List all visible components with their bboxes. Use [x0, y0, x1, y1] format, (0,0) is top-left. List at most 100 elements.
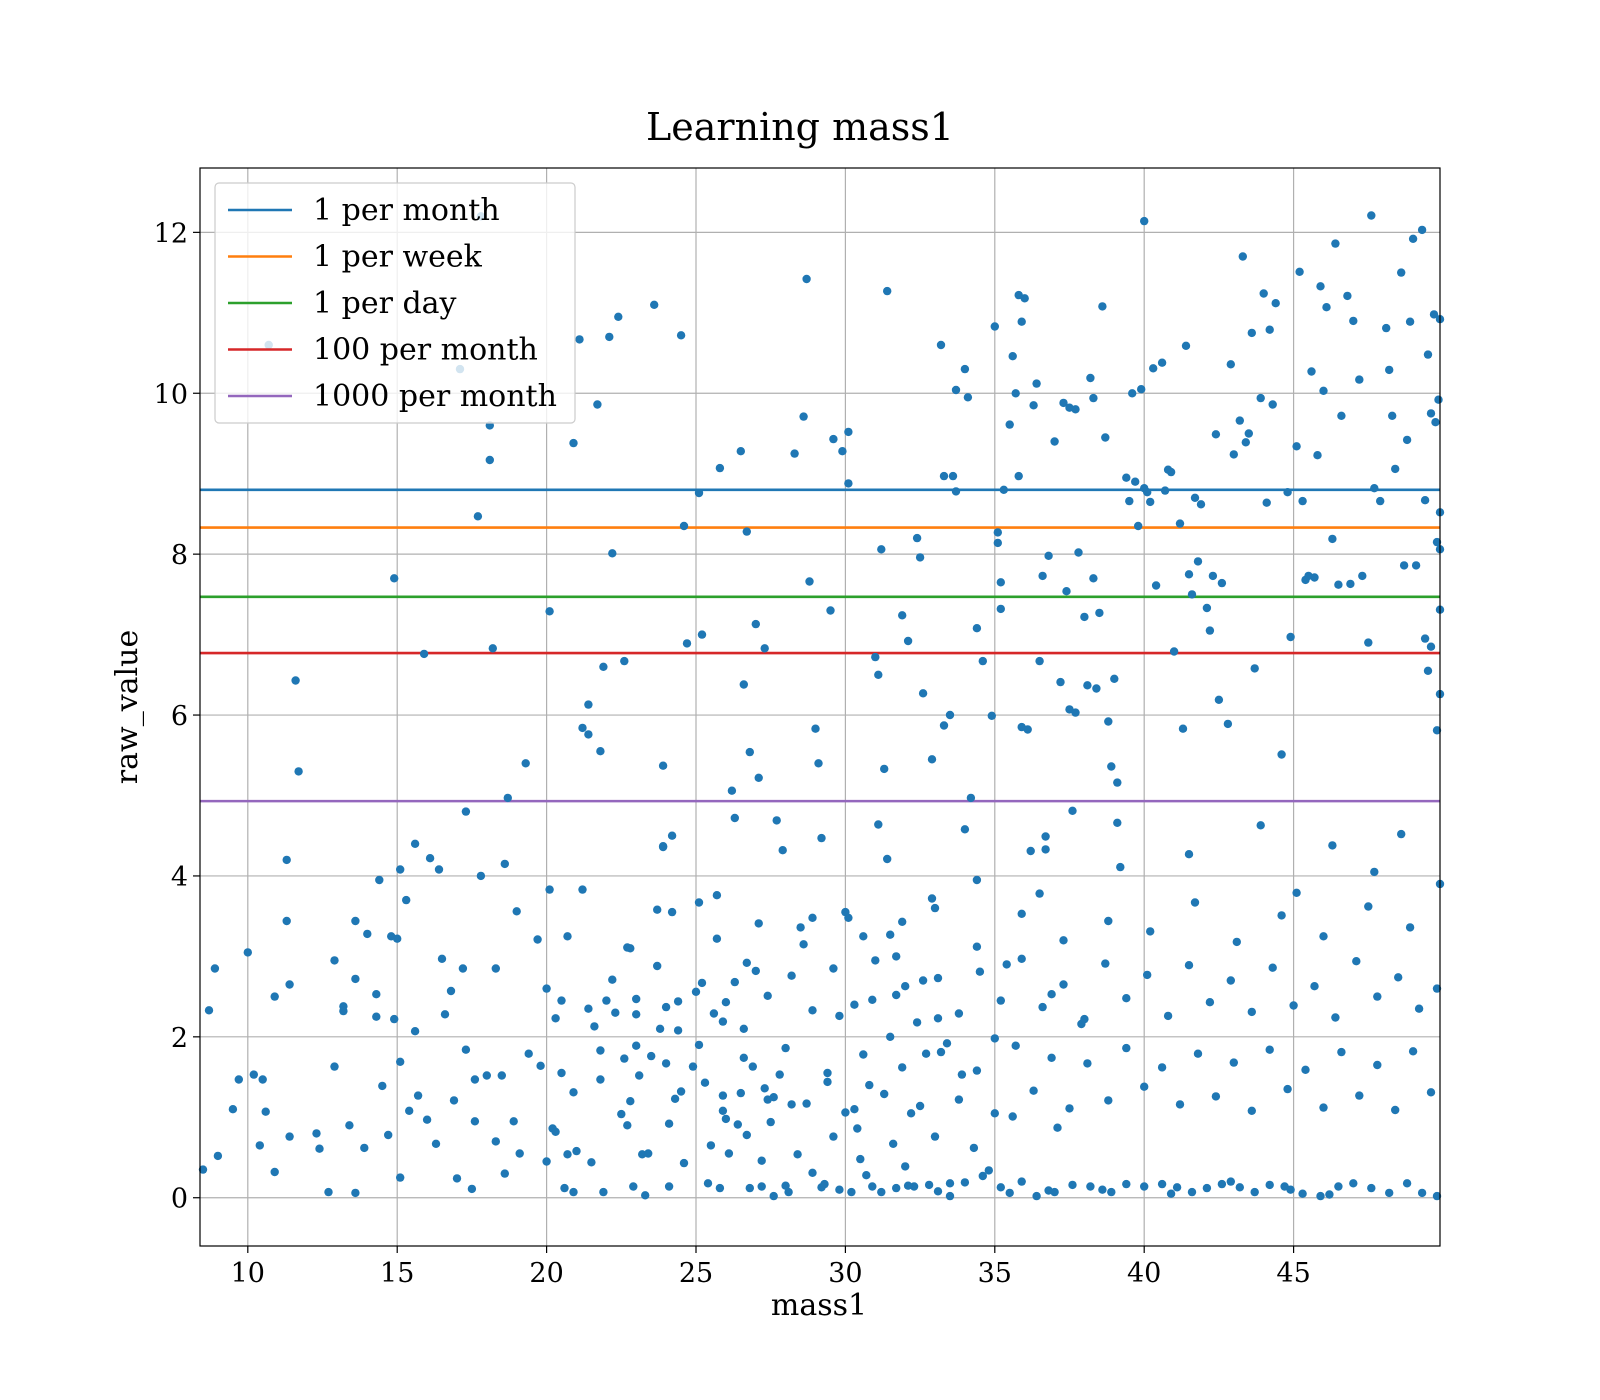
data-point	[614, 312, 623, 321]
data-point	[1184, 570, 1194, 579]
plot-frame	[199, 167, 1441, 1247]
data-point	[1426, 642, 1436, 651]
data-point	[760, 1084, 769, 1093]
data-point	[1065, 1104, 1074, 1113]
data-point	[903, 1181, 913, 1190]
data-point	[850, 1105, 859, 1114]
data-point	[924, 1180, 934, 1190]
data-point	[954, 1095, 964, 1104]
data-point	[572, 1146, 581, 1156]
legend-label-100-per-month: 100 per month	[313, 333, 538, 368]
data-point	[1310, 982, 1319, 991]
data-point	[984, 1166, 993, 1175]
data-point	[569, 1187, 578, 1197]
data-point	[396, 865, 405, 874]
data-point	[712, 934, 722, 943]
data-point	[644, 1149, 653, 1158]
data-point	[1128, 389, 1137, 398]
data-point	[978, 656, 987, 666]
data-point	[1367, 211, 1376, 220]
data-point	[862, 1171, 871, 1180]
data-point	[1256, 821, 1265, 830]
data-point	[655, 1024, 665, 1034]
data-point	[1370, 867, 1379, 877]
data-point	[620, 656, 629, 666]
data-point	[596, 747, 605, 756]
data-point	[1373, 992, 1382, 1001]
data-point	[751, 619, 760, 629]
data-point	[1325, 1190, 1334, 1199]
data-point	[1202, 1183, 1212, 1193]
data-point	[939, 471, 949, 481]
data-point	[1432, 726, 1442, 735]
data-point	[859, 1050, 868, 1059]
data-point	[1059, 936, 1068, 945]
data-point	[1355, 1091, 1364, 1100]
data-point	[1397, 268, 1406, 277]
data-point	[1137, 385, 1146, 394]
data-point	[402, 895, 411, 905]
data-point	[1373, 1060, 1382, 1070]
data-point	[1223, 719, 1233, 729]
data-point	[1319, 1103, 1328, 1112]
y-tick-label: 4	[171, 862, 188, 893]
data-point	[1151, 581, 1161, 590]
data-point	[912, 1018, 922, 1027]
data-point	[467, 1184, 477, 1194]
data-point	[1181, 341, 1191, 350]
data-point	[1328, 841, 1337, 850]
data-point	[375, 875, 384, 885]
data-point	[802, 1099, 811, 1108]
data-point	[921, 1049, 931, 1058]
data-point	[1163, 1011, 1173, 1021]
data-point	[939, 721, 949, 730]
data-point	[1184, 850, 1194, 859]
y-axis-label: raw_value	[110, 630, 145, 784]
data-point	[632, 1041, 641, 1050]
data-point	[951, 487, 961, 496]
data-point	[1146, 497, 1155, 507]
data-point	[1125, 496, 1134, 506]
data-point	[963, 393, 973, 402]
data-point	[491, 1137, 500, 1146]
data-point	[990, 1109, 999, 1118]
data-point	[1247, 1106, 1257, 1116]
data-point	[351, 1188, 360, 1198]
data-point	[482, 1071, 491, 1080]
data-point	[437, 954, 447, 963]
data-point	[422, 1115, 432, 1124]
data-point	[733, 1120, 742, 1129]
data-point	[575, 335, 584, 344]
data-point	[1426, 409, 1436, 418]
data-point	[901, 1162, 910, 1171]
data-point	[1101, 433, 1110, 442]
data-point	[691, 987, 701, 996]
data-point	[739, 1053, 748, 1063]
data-point	[599, 1187, 608, 1197]
data-point	[611, 1008, 620, 1017]
data-point	[470, 1075, 480, 1084]
data-point	[1208, 571, 1218, 581]
data-point	[1411, 561, 1421, 570]
data-point	[1346, 579, 1355, 589]
data-point	[892, 990, 901, 1000]
data-point	[808, 913, 817, 922]
data-point	[1277, 750, 1286, 759]
data-point	[360, 1143, 369, 1153]
data-point	[901, 982, 910, 991]
data-point	[1035, 889, 1044, 898]
data-point	[775, 1070, 784, 1079]
legend-box	[214, 182, 576, 424]
data-point	[667, 831, 677, 840]
data-point	[1056, 677, 1065, 687]
data-point	[1408, 234, 1418, 243]
x-tick-label: 15	[380, 1258, 414, 1289]
data-point	[1423, 666, 1433, 675]
data-point	[1391, 464, 1400, 474]
data-point	[694, 898, 704, 907]
data-point	[694, 488, 704, 498]
data-point	[641, 1191, 650, 1200]
data-point	[1175, 1100, 1185, 1109]
data-point	[972, 942, 982, 951]
data-point	[1008, 352, 1017, 361]
